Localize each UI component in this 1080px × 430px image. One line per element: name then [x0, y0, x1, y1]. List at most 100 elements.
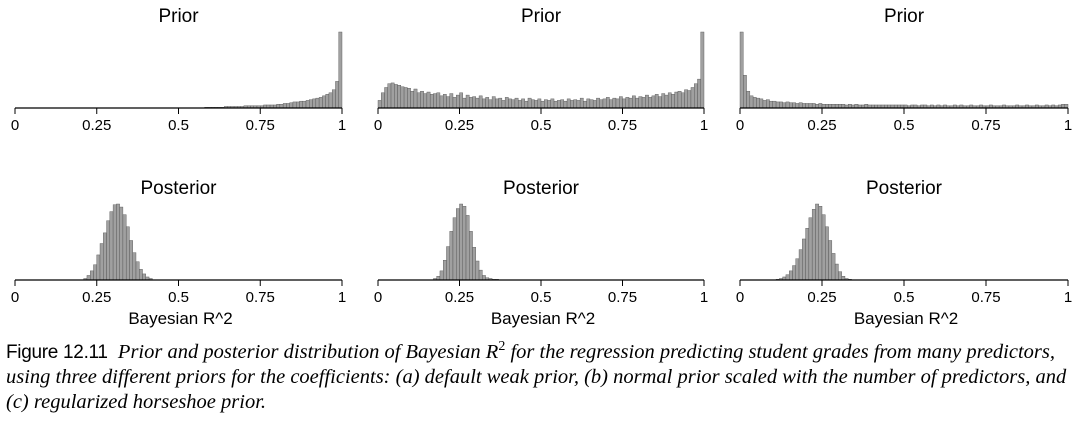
histogram-bar [795, 103, 800, 109]
histogram-bar [540, 100, 545, 109]
histogram-bar [90, 270, 94, 281]
histogram-bar [625, 97, 630, 109]
histogram-bar [397, 84, 402, 109]
histogram-bar [478, 269, 483, 281]
x-tick-label: 0.5 [894, 289, 915, 306]
histogram-bar [687, 90, 692, 109]
histogram-bar [825, 226, 829, 281]
histogram-bar [93, 264, 97, 281]
histogram-bar [459, 203, 463, 281]
figure-caption: Figure 12.11 Prior and posterior distrib… [6, 340, 1076, 415]
histogram-bar [465, 94, 470, 109]
histogram-bar [112, 204, 117, 281]
histogram-bar [495, 98, 499, 109]
histogram-bar [335, 81, 339, 109]
histogram-bar [302, 100, 307, 109]
histogram-bar [377, 100, 382, 109]
histogram-bar [592, 100, 597, 109]
histogram-bar [426, 91, 431, 109]
x-tick-label: 1 [1064, 117, 1072, 134]
histogram-bar [456, 94, 460, 109]
histogram-bar [553, 100, 558, 109]
histogram-bar [560, 99, 565, 109]
x-tick-label: 1 [1064, 289, 1072, 306]
histogram-bar [462, 206, 467, 281]
x-tick-label: 0.75 [608, 289, 637, 306]
histogram-bar [449, 93, 454, 109]
histogram-bar [632, 95, 636, 109]
histogram-bar [384, 87, 388, 109]
x-tick-label: 0.75 [608, 117, 637, 134]
chart-panel-3: Prior 0 0.25 0.5 0.75 1 [736, 6, 1072, 134]
x-tick-label: 0.25 [445, 289, 474, 306]
histogram-bar [654, 94, 659, 109]
histogram-bar [132, 252, 137, 281]
x-tick-label: 0 [11, 289, 19, 306]
x-tick-label: 0.5 [168, 289, 189, 306]
chart-title: Posterior [866, 178, 943, 199]
histogram-bar [690, 87, 695, 109]
histogram-bar [645, 94, 649, 109]
histogram-bar [443, 94, 447, 109]
histogram-bar [802, 103, 806, 109]
histogram-bar [413, 88, 418, 109]
histogram-bar [469, 97, 473, 109]
histogram-bar [838, 271, 842, 281]
histogram-bar [465, 215, 470, 281]
histogram-bar [381, 92, 385, 109]
histogram-bar [504, 97, 509, 109]
histogram-bar [439, 270, 444, 281]
x-tick-label: 0 [374, 289, 382, 306]
histogram-bar [429, 94, 434, 109]
histogram-bar [436, 92, 441, 109]
histogram-bar [537, 98, 542, 109]
x-tick-label: 0.25 [807, 289, 836, 306]
histogram-bar [322, 95, 326, 109]
histogram-bar [475, 97, 480, 109]
x-tick-label: 0 [736, 289, 744, 306]
x-tick-label: 0 [374, 117, 382, 134]
histogram-bar [802, 238, 806, 281]
histogram-bar [785, 274, 790, 281]
histogram-bar [475, 260, 480, 281]
histogram-bar [292, 101, 297, 109]
histogram-bar [331, 89, 336, 109]
histogram-bar [106, 220, 111, 281]
histogram-bar [684, 89, 688, 109]
histogram-bar [586, 98, 591, 109]
x-tick-label: 0 [736, 117, 744, 134]
chart-panel-4: Posterior 0 0.25 0.5 0.75 1 Bayesian R^2 [11, 178, 346, 328]
histogram-bar [462, 97, 467, 109]
histogram-bar [325, 94, 330, 109]
histogram-bar [664, 94, 669, 109]
histogram-bar [746, 91, 751, 109]
histogram-bar [390, 82, 395, 109]
histogram-bar [694, 83, 698, 109]
histogram-bar [749, 95, 754, 109]
histogram-bar [573, 99, 578, 109]
x-tick-label: 0.25 [445, 117, 474, 134]
histogram-bar [570, 100, 574, 109]
x-tick-label: 0.5 [531, 117, 552, 134]
x-tick-label: 0.75 [246, 289, 275, 306]
histogram-bar [805, 103, 810, 109]
histogram-bar [514, 97, 519, 109]
histogram-bar [658, 96, 662, 109]
histogram-bar [798, 249, 803, 281]
x-axis-label: Bayesian R^2 [854, 309, 958, 328]
histogram-bar [478, 95, 483, 109]
histogram-bar [818, 206, 823, 281]
histogram-bar [752, 97, 757, 109]
histogram-bar [789, 102, 793, 109]
histogram-bar [416, 92, 421, 109]
histogram-bar [407, 88, 411, 109]
histogram-bar [446, 246, 450, 281]
histogram-bar [109, 211, 114, 281]
histogram-bar [743, 75, 747, 109]
histogram-bar [596, 97, 600, 109]
histogram-bar [766, 99, 770, 109]
histogram-bar [394, 84, 398, 109]
histogram-bar [122, 214, 127, 281]
histogram-bar [338, 31, 343, 109]
